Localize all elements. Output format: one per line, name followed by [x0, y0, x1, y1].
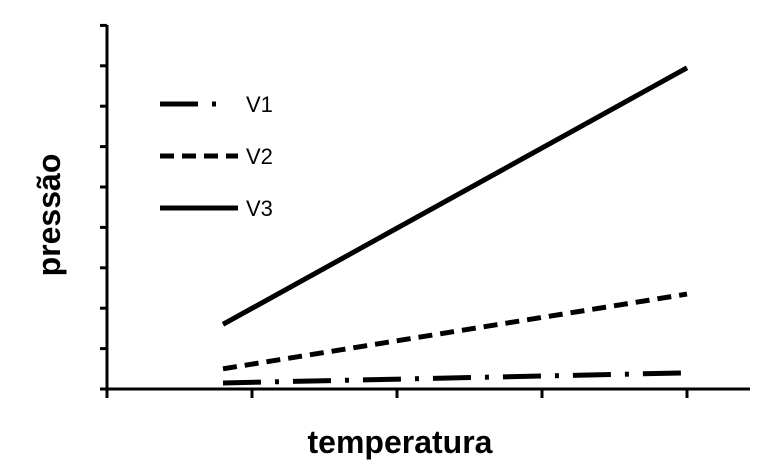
series-line-v1	[222, 370, 688, 386]
legend-item-v1: V1	[160, 92, 273, 117]
series-line-v2	[222, 291, 688, 372]
legend-item-v3: V3	[160, 196, 273, 221]
series-lines	[221, 65, 689, 386]
legend-label-v3: V3	[246, 196, 273, 221]
series-line-v3	[221, 65, 689, 327]
legend: V1 V2 V3	[160, 92, 273, 221]
y-axis-title: pressão	[31, 154, 67, 277]
x-axis-title: temperatura	[308, 424, 493, 460]
legend-label-v2: V2	[246, 144, 273, 169]
legend-label-v1: V1	[246, 92, 273, 117]
legend-item-v2: V2	[160, 144, 273, 169]
